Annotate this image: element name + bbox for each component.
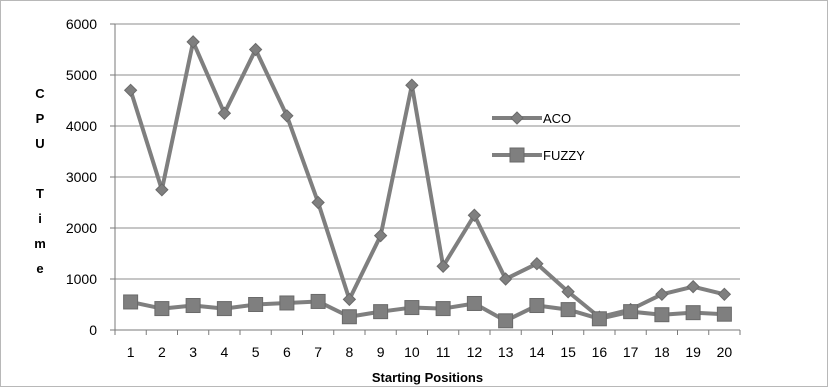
data-point-fuzzy xyxy=(716,306,732,322)
data-point-aco xyxy=(248,42,263,57)
legend: ACO FUZZY xyxy=(492,111,585,163)
data-point-aco xyxy=(530,256,544,271)
x-tick-label: 18 xyxy=(654,344,670,360)
data-point-aco xyxy=(561,285,575,299)
data-point-fuzzy xyxy=(685,305,701,321)
y-tick-labels: 0 1000 2000 3000 4000 5000 6000 xyxy=(66,16,97,338)
data-point-fuzzy xyxy=(216,301,232,317)
data-point-fuzzy xyxy=(310,293,326,309)
x-tick-label: 20 xyxy=(717,344,733,360)
x-tick-label: 5 xyxy=(252,344,260,360)
data-point-fuzzy xyxy=(498,313,514,329)
x-tick-label: 19 xyxy=(685,344,701,360)
legend-marker xyxy=(510,111,524,125)
y-tick-label: 2000 xyxy=(66,220,97,236)
y-axis-label-char: C xyxy=(35,86,45,101)
data-point-fuzzy xyxy=(248,297,264,312)
axes xyxy=(110,23,741,335)
data-point-fuzzy xyxy=(123,294,139,310)
x-tick-label: 11 xyxy=(436,344,451,360)
y-tick-label: 3000 xyxy=(66,169,97,185)
x-tick-label: 12 xyxy=(467,344,483,360)
data-point-aco xyxy=(280,109,294,123)
y-tick-label: 6000 xyxy=(66,16,97,32)
data-point-aco xyxy=(186,35,200,49)
x-tick-label: 15 xyxy=(560,344,576,360)
data-point-aco xyxy=(311,195,325,210)
data-point-fuzzy xyxy=(373,304,389,320)
data-point-fuzzy xyxy=(623,304,639,320)
x-tick-label: 17 xyxy=(623,344,639,360)
data-point-aco xyxy=(655,287,669,302)
x-tick-label: 8 xyxy=(345,344,353,360)
x-tick-label: 4 xyxy=(220,344,228,360)
data-point-fuzzy xyxy=(435,301,451,317)
data-point-fuzzy xyxy=(560,302,576,318)
legend-item-aco: ACO xyxy=(492,111,571,126)
data-point-aco xyxy=(467,208,482,222)
y-axis-label-char: P xyxy=(36,111,45,126)
x-tick-label: 6 xyxy=(283,344,291,360)
data-point-aco xyxy=(217,106,232,120)
y-axis-label-char: i xyxy=(38,211,42,226)
data-point-fuzzy xyxy=(591,311,607,327)
data-point-aco xyxy=(155,183,169,197)
x-tick-label: 13 xyxy=(498,344,514,360)
data-point-aco xyxy=(342,292,357,307)
y-tick-label: 1000 xyxy=(66,271,97,287)
series-line-aco xyxy=(128,39,725,320)
data-point-fuzzy xyxy=(529,298,545,314)
series-group xyxy=(123,35,732,329)
x-tick-label: 14 xyxy=(529,344,545,360)
legend-marker xyxy=(509,147,525,163)
data-point-fuzzy xyxy=(279,295,295,311)
data-point-aco xyxy=(373,228,388,243)
series-aco xyxy=(123,35,732,324)
data-point-fuzzy xyxy=(466,295,482,311)
data-point-fuzzy xyxy=(404,300,420,316)
x-tick-label: 3 xyxy=(189,344,197,360)
data-point-aco xyxy=(123,83,138,98)
series-fuzzy xyxy=(123,293,732,329)
y-axis-label-char: e xyxy=(36,261,43,276)
y-tick-label: 4000 xyxy=(66,118,97,134)
data-point-aco xyxy=(717,287,732,302)
y-axis-label-char: T xyxy=(36,186,44,201)
y-axis-label-char: m xyxy=(34,236,46,251)
grid xyxy=(115,23,740,280)
x-tick-label: 7 xyxy=(314,344,322,360)
x-tick-label: 10 xyxy=(404,344,420,360)
data-point-fuzzy xyxy=(185,298,201,314)
data-point-aco xyxy=(436,259,450,273)
x-tick-label: 1 xyxy=(127,344,135,360)
x-tick-label: 16 xyxy=(592,344,608,360)
data-point-fuzzy xyxy=(154,301,170,317)
data-point-aco xyxy=(405,78,419,92)
legend-label: ACO xyxy=(543,111,571,126)
x-tick-labels: 1 2 3 4 5 6 7 8 9 10 11 12 13 14 15 16 17 18 19 20 xyxy=(127,344,733,360)
y-axis-label-char: U xyxy=(35,136,44,151)
data-point-aco xyxy=(498,272,513,286)
y-tick-label: 0 xyxy=(89,322,97,338)
data-point-fuzzy xyxy=(341,309,357,325)
data-point-aco xyxy=(686,279,700,294)
x-tick-label: 2 xyxy=(158,344,166,360)
legend-label: FUZZY xyxy=(543,148,585,163)
y-tick-label: 5000 xyxy=(66,67,97,83)
legend-item-fuzzy: FUZZY xyxy=(492,147,585,163)
x-axis-label: Starting Positions xyxy=(372,370,483,385)
data-point-fuzzy xyxy=(654,307,670,323)
x-tick-label: 9 xyxy=(377,344,385,360)
